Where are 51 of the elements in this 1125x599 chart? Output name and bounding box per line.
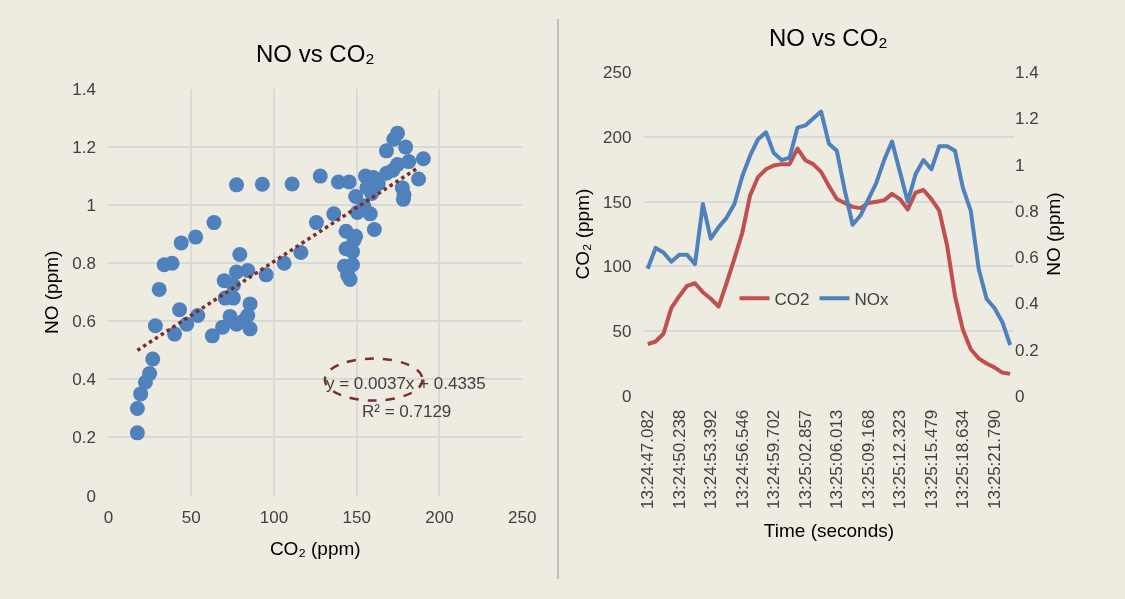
x-tick-label: 250 <box>507 507 537 527</box>
chart-title: NO vs CO₂ <box>256 40 375 67</box>
x-tick-label: 13:25:12.323 <box>890 409 910 509</box>
legend-label: NOx <box>854 289 889 309</box>
x-tick-label: 50 <box>181 507 201 527</box>
y2-tick-label: 1.4 <box>1015 63 1039 83</box>
annotation: R² = 0.7129 <box>362 402 452 421</box>
x-tick-label: 13:24:50.238 <box>669 409 689 509</box>
y-tick-label: 50 <box>612 322 632 342</box>
x-tick-label: 13:25:15.479 <box>921 409 941 509</box>
x-tick-label: 150 <box>342 507 371 527</box>
x-tick-label: 13:24:53.392 <box>701 409 721 509</box>
x-tick-label: 13:25:06.013 <box>827 409 847 509</box>
x-axis-title: CO₂ (ppm) <box>269 537 361 559</box>
y-tick-label: 0.4 <box>72 370 96 390</box>
y2-tick-label: 0.8 <box>1015 201 1039 221</box>
y-tick-label: 1 <box>86 196 96 216</box>
y-tick-label: 100 <box>603 257 632 277</box>
x-tick-label: 13:25:21.790 <box>984 409 1004 509</box>
legend-label: CO2 <box>774 289 810 309</box>
x-tick-label: 100 <box>259 507 289 527</box>
line-series <box>645 109 1013 348</box>
x-tick-label: 13:24:47.082 <box>638 409 658 509</box>
x-tick-label: 13:25:09.168 <box>858 409 878 509</box>
y2-axis-title: NO (ppm) <box>1042 192 1064 276</box>
y2-tick-label: 0.4 <box>1015 294 1039 314</box>
x-tick-label: 13:25:18.634 <box>953 409 973 509</box>
y-tick-label: 1.4 <box>72 79 96 99</box>
chart-title: NO vs CO₂ <box>769 24 888 51</box>
y-tick-label: 0.2 <box>72 428 96 448</box>
y2-tick-label: 1 <box>1015 155 1025 175</box>
x-tick-label: 13:24:59.702 <box>764 409 784 509</box>
y-axis-title: NO (ppm) <box>41 250 63 334</box>
y-tick-label: 0.8 <box>72 254 96 274</box>
y-tick-label: 0.6 <box>72 312 96 332</box>
y2-tick-label: 0.2 <box>1015 340 1039 360</box>
x-tick-label: 13:25:02.857 <box>795 409 815 509</box>
y-tick-label: 1.2 <box>72 138 96 158</box>
x-tick-label: 13:24:56.546 <box>732 409 752 509</box>
x-tick-label: 0 <box>103 507 114 527</box>
y2-tick-label: 0.6 <box>1015 248 1039 268</box>
x-tick-label: 200 <box>425 507 454 527</box>
y2-tick-label: 0 <box>1015 386 1025 406</box>
y-tick-label: 0 <box>621 386 632 406</box>
y2-tick-label: 1.2 <box>1015 109 1039 129</box>
y-tick-label: 150 <box>603 192 632 212</box>
y-axis-title: CO₂ (ppm) <box>571 188 593 280</box>
y-tick-label: 200 <box>603 127 632 147</box>
x-axis-title: Time (seconds) <box>763 519 895 541</box>
y-tick-label: 250 <box>603 63 632 83</box>
line-series <box>645 146 1013 376</box>
